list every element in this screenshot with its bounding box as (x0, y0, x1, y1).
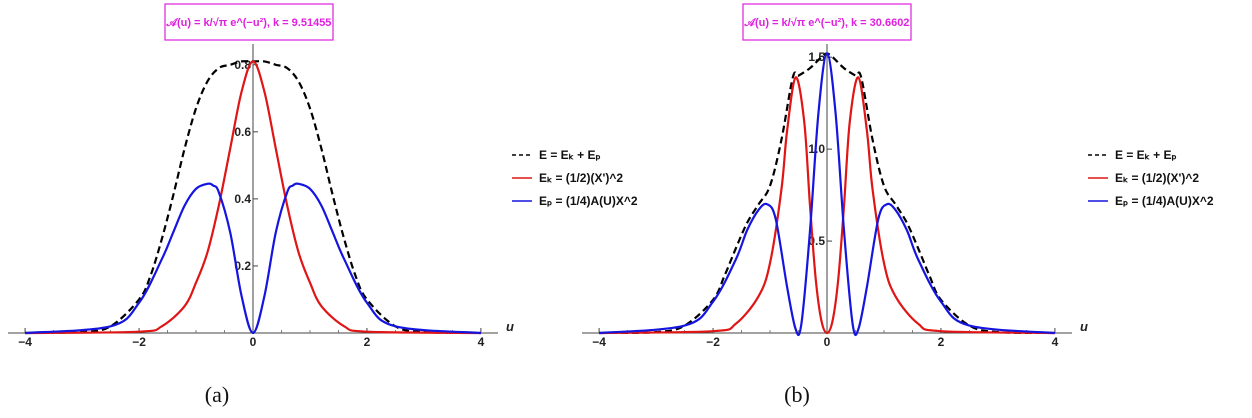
x-axis-label: u (506, 319, 514, 334)
legend-label-0: E = Eₖ + Eₚ (539, 148, 601, 162)
y-tick-label: 0.2 (234, 259, 251, 273)
x-axis-label: u (1080, 319, 1088, 334)
x-tick-label: 0 (824, 335, 831, 349)
y-tick-label: 0.4 (234, 192, 251, 206)
y-tick-label: 0.6 (234, 125, 251, 139)
x-tick-label: −2 (706, 335, 720, 349)
chart-title-box (742, 3, 912, 41)
y-tick-label: 1.0 (808, 142, 825, 156)
x-tick-label: 2 (364, 335, 371, 349)
x-tick-label: −4 (18, 335, 32, 349)
series-line-2 (25, 182, 481, 335)
x-tick-label: 4 (1052, 335, 1059, 349)
series-line-1 (599, 76, 1055, 335)
legend-label-2: Eₚ = (1/4)A(U)X^2 (1115, 194, 1214, 208)
x-tick-label: 0 (250, 335, 257, 349)
series-line-2 (599, 52, 1055, 337)
legend-label-1: Eₖ = (1/2)(X')^2 (1115, 171, 1199, 185)
x-tick-label: 2 (938, 335, 945, 349)
x-tick-label: 4 (478, 335, 485, 349)
y-tick-label: 0.5 (808, 234, 825, 248)
legend-label-1: Eₖ = (1/2)(X')^2 (539, 171, 623, 185)
chart-title: 𝒜(u) = k/√π e^(−u²), k = 30.6602 (744, 17, 910, 29)
legend-label-2: Eₚ = (1/4)A(U)X^2 (539, 194, 638, 208)
x-tick-label: −2 (132, 335, 146, 349)
y-tick-label: 1.5 (808, 50, 825, 64)
x-tick-label: −4 (592, 335, 606, 349)
subfigure-caption: (a) (205, 382, 229, 407)
legend-label-0: E = Eₖ + Eₚ (1115, 148, 1177, 162)
chart-title: 𝒜(u) = k/√π e^(−u²), k = 9.51455 (166, 17, 332, 29)
subfigure-caption: (b) (784, 382, 810, 407)
chart-title-box (164, 3, 334, 41)
series-line-1 (25, 60, 481, 335)
